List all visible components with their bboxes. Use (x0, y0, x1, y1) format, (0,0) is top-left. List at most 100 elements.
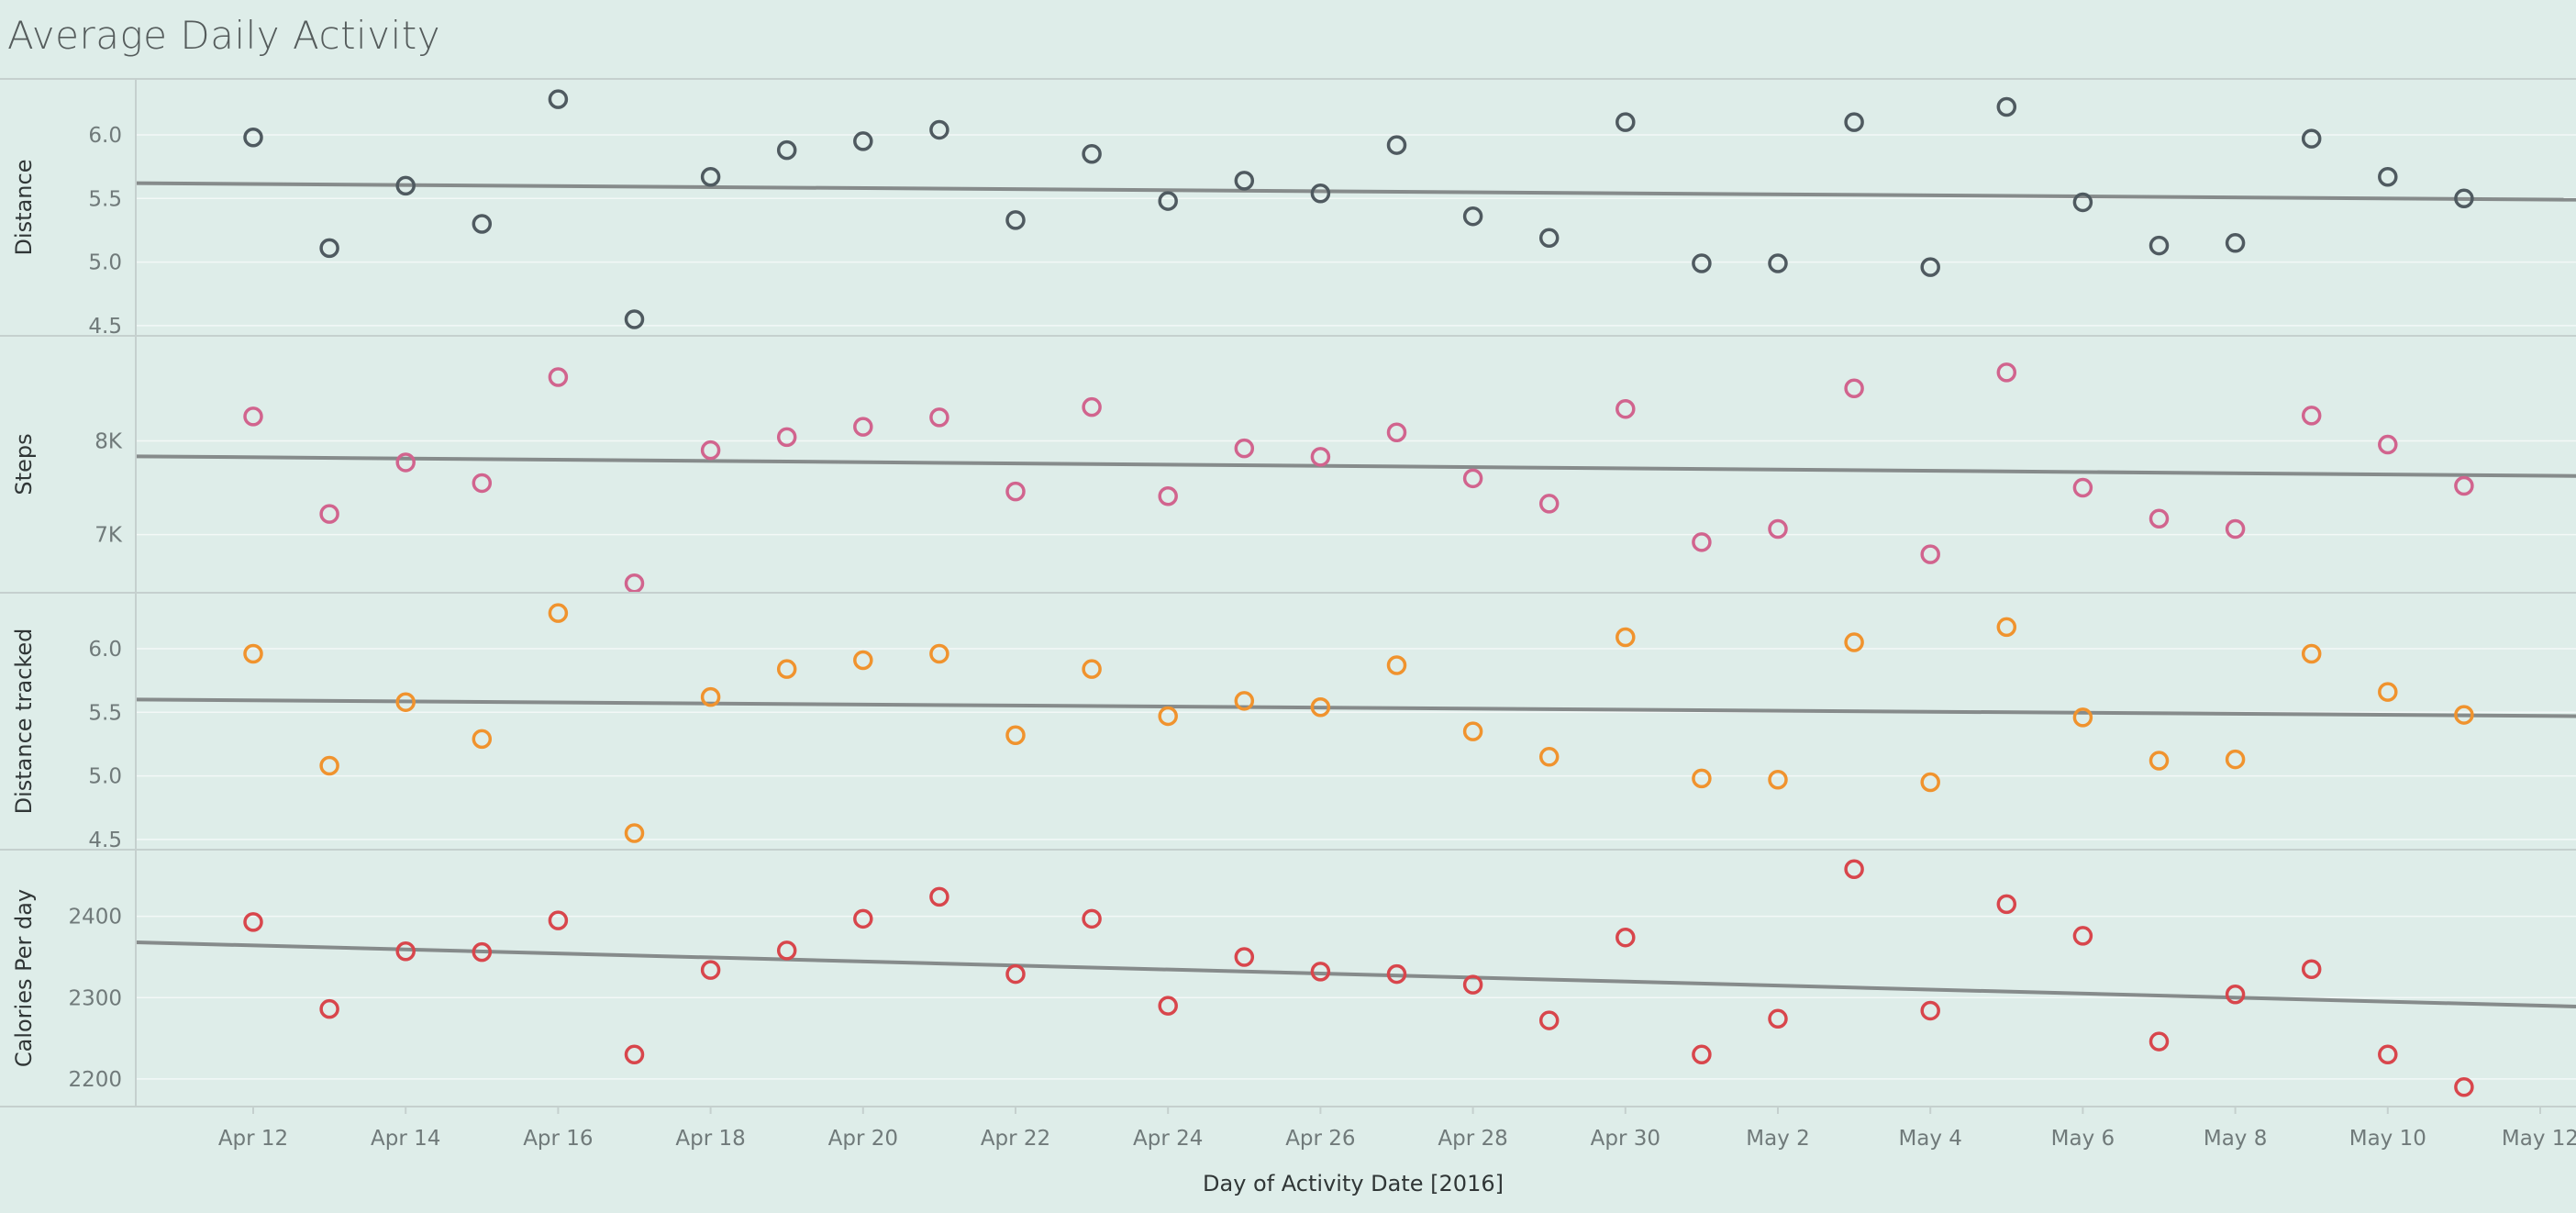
x-tick-label: Apr 20 (828, 1127, 898, 1151)
data-point (700, 166, 721, 187)
data-point (853, 417, 873, 437)
data-point (1462, 206, 1483, 227)
y-tick-label: 5.0 (88, 765, 122, 789)
x-tick-label: May 8 (2204, 1127, 2268, 1151)
x-tick-label: Apr 26 (1285, 1127, 1355, 1151)
data-point (2072, 477, 2093, 498)
x-tick-label: May 10 (2349, 1127, 2426, 1151)
x-tick-label: May 6 (2051, 1127, 2115, 1151)
data-point (1082, 396, 1102, 417)
data-point (1692, 1044, 1712, 1065)
data-point (548, 603, 569, 623)
data-point (1538, 228, 1560, 249)
data-point (1844, 859, 1864, 880)
data-point (700, 686, 721, 707)
data-point (1920, 772, 1940, 793)
data-point (319, 238, 339, 259)
data-point (2149, 751, 2170, 771)
data-point (2072, 926, 2093, 946)
x-tick-label: May 4 (1898, 1127, 1962, 1151)
data-point (1996, 362, 2017, 383)
x-tick-label: Apr 28 (1438, 1127, 1507, 1151)
data-point (1082, 908, 1102, 929)
trend-line (135, 697, 2576, 718)
data-point (1616, 398, 1636, 419)
data-point (1310, 962, 1331, 982)
data-point (929, 643, 949, 664)
x-tick-label: Apr 14 (371, 1127, 440, 1151)
y-tick-label: 2400 (68, 906, 122, 929)
data-point (776, 659, 797, 679)
data-point (776, 427, 797, 448)
y-tick-label: 2200 (68, 1068, 122, 1092)
data-point (2149, 1031, 2170, 1052)
data-point (1234, 691, 1255, 711)
data-point (700, 440, 721, 461)
data-point (1768, 518, 1788, 540)
data-point (1844, 112, 1864, 132)
x-axis-title: Day of Activity Date [2016] (1203, 1171, 1504, 1196)
data-point (1692, 768, 1712, 789)
y-tick-label: 8K (94, 429, 123, 453)
data-point (1462, 974, 1483, 995)
data-point (853, 908, 873, 929)
data-point (243, 406, 263, 427)
data-point (853, 131, 873, 151)
data-point (1768, 770, 1788, 790)
data-point (1616, 112, 1636, 132)
data-point (472, 214, 493, 234)
y-tick-label: 6.0 (88, 124, 122, 148)
data-point (1768, 1008, 1788, 1029)
data-point (1386, 135, 1407, 155)
data-point (2454, 1076, 2474, 1097)
data-point (2072, 192, 2093, 213)
data-point (2072, 707, 2093, 728)
x-tick-label: Apr 12 (218, 1127, 288, 1151)
x-tick-label: May 2 (1746, 1127, 1810, 1151)
trend-line (135, 940, 2576, 1009)
data-point (2149, 508, 2170, 529)
data-point (1844, 378, 1864, 398)
data-point (2225, 749, 2246, 770)
data-point (1310, 697, 1331, 718)
x-tick-label: Apr 22 (981, 1127, 1050, 1151)
y-axis-title: Distance tracked (11, 629, 37, 815)
data-point (1005, 725, 1026, 745)
data-point (472, 729, 493, 750)
data-point (1234, 438, 1255, 459)
y-tick-label: 5.5 (88, 701, 122, 725)
data-point (1005, 481, 1026, 502)
data-point (624, 823, 645, 843)
data-point (1538, 494, 1560, 514)
data-point (624, 309, 645, 329)
data-point (700, 960, 721, 980)
data-point (1158, 191, 1178, 211)
data-point (548, 367, 569, 387)
data-point (624, 573, 645, 594)
y-axis-title: Distance (11, 160, 37, 256)
data-point (1616, 927, 1636, 948)
data-point (1082, 659, 1102, 679)
data-point (2225, 233, 2246, 253)
data-point (776, 139, 797, 161)
data-point (548, 89, 569, 109)
data-point (472, 941, 493, 963)
data-point (472, 473, 493, 494)
data-point (2149, 235, 2170, 256)
data-point (1158, 485, 1178, 506)
data-point (2378, 1044, 2398, 1065)
trend-line (135, 181, 2576, 202)
y-tick-label: 5.0 (88, 251, 122, 275)
data-point (395, 692, 416, 712)
data-point (2454, 475, 2474, 496)
data-point (319, 998, 339, 1019)
data-point (1462, 468, 1483, 489)
data-point (243, 912, 263, 932)
data-point (2454, 705, 2474, 725)
data-point (395, 175, 416, 196)
data-point (1920, 1000, 1940, 1021)
data-point (2378, 682, 2398, 702)
data-point (2301, 406, 2322, 426)
data-point (395, 452, 416, 473)
x-tick-label: Apr 18 (675, 1127, 745, 1151)
